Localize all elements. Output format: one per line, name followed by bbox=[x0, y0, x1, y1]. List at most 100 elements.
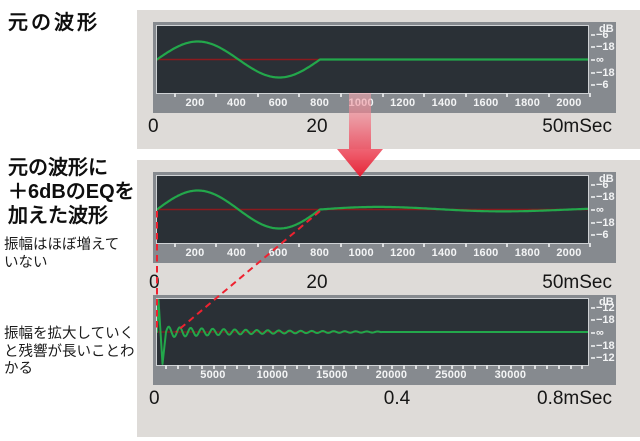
x-tick-mark bbox=[307, 365, 310, 369]
x-tick-mark bbox=[450, 365, 453, 369]
db-tick-label: ∞ bbox=[596, 54, 604, 66]
x-tick-mark bbox=[283, 365, 286, 369]
x-tick-mark bbox=[256, 243, 259, 247]
x-tick-mark bbox=[486, 365, 489, 369]
x-tick-mark bbox=[426, 365, 429, 369]
x-tick-mark bbox=[188, 365, 191, 369]
db-scale: dB −6 −18 ∞ −18 −6 bbox=[589, 172, 616, 243]
x-tick-mark bbox=[248, 365, 251, 369]
x-tick-mark bbox=[414, 365, 417, 369]
scope-zoomed: 5000 10000 15000 20000 25000 30000 dB −12 −18 ∞ −… bbox=[153, 295, 616, 385]
x-tick-mark bbox=[256, 93, 259, 97]
x-tick-band: 200 400 600 800 1000 1200 1400 1600 1800 2000 bbox=[153, 93, 616, 113]
db-tick-label: −6 bbox=[596, 179, 609, 191]
x-tick-mark bbox=[298, 93, 301, 97]
note-reverb: 振幅を拡大していく と残響が長いことわ かる bbox=[4, 326, 135, 379]
x-tick-mark bbox=[236, 365, 239, 369]
note-amplitude: 振幅はほぼ増えて いない bbox=[4, 237, 119, 272]
heading-original-waveform: 元の波形 bbox=[8, 12, 100, 34]
waveform-trace bbox=[157, 40, 588, 79]
x-tick-mark bbox=[569, 365, 572, 369]
db-tick-mark bbox=[591, 307, 595, 309]
x-tick-label: 200 bbox=[185, 97, 205, 109]
heading-eq-line2: ＋6dBのEQを bbox=[8, 181, 135, 203]
x-tick-label: 1800 bbox=[514, 97, 541, 109]
x-tick-label: 600 bbox=[268, 247, 288, 259]
db-tick-mark bbox=[591, 184, 595, 186]
x-tick-mark bbox=[200, 365, 203, 369]
x-tick-label: 1400 bbox=[431, 247, 457, 259]
waveform-plot-zoomed bbox=[156, 298, 589, 366]
db-tick-label: −12 bbox=[596, 302, 615, 314]
x-tick-label: 1200 bbox=[390, 97, 416, 109]
scope-original: 200 400 600 800 1000 1200 1400 1600 1800 2000 dB −… bbox=[153, 22, 616, 113]
db-tick-mark bbox=[591, 332, 595, 334]
x-tick-label: 5000 bbox=[200, 369, 226, 381]
x-tick-mark bbox=[298, 243, 301, 247]
scope-eq: 200 400 600 800 1000 1200 1400 1600 1800 2000 dB −… bbox=[153, 172, 616, 263]
x-tick-mark bbox=[381, 93, 384, 97]
db-tick-mark bbox=[591, 319, 595, 321]
db-tick-mark bbox=[591, 209, 595, 211]
x-tick-band: 5000 10000 15000 20000 25000 30000 bbox=[153, 365, 616, 385]
x-tick-label: 1200 bbox=[390, 247, 416, 259]
x-tick-mark bbox=[272, 365, 274, 369]
x-tick-mark bbox=[589, 93, 592, 97]
time-axis-row: 0 20 50mSec bbox=[137, 272, 640, 296]
x-tick-mark bbox=[381, 243, 384, 247]
db-tick-mark bbox=[591, 234, 595, 236]
x-tick-mark bbox=[557, 365, 560, 369]
x-tick-mark bbox=[506, 243, 509, 247]
x-tick-label: 20000 bbox=[375, 369, 408, 381]
waveform-plot-original bbox=[156, 25, 589, 94]
db-tick-mark bbox=[591, 222, 595, 224]
x-tick-mark bbox=[340, 243, 343, 247]
x-tick-mark bbox=[423, 93, 426, 97]
x-tick-mark bbox=[319, 365, 322, 369]
x-tick-mark bbox=[224, 365, 227, 369]
x-tick-mark bbox=[215, 243, 218, 247]
x-tick-mark bbox=[367, 365, 370, 369]
time-label-mid: 0.4 bbox=[383, 388, 411, 409]
waveform-plot-eq bbox=[156, 175, 589, 244]
x-tick-mark bbox=[521, 365, 524, 369]
waveform-trace bbox=[157, 189, 588, 230]
note-reverb-line2: と残響が長いことわ bbox=[4, 343, 135, 360]
x-tick-label: 1800 bbox=[514, 247, 541, 259]
x-tick-label: 2000 bbox=[556, 97, 582, 109]
x-tick-mark bbox=[331, 365, 334, 369]
eq-waveform-panel: 200 400 600 800 1000 1200 1400 1600 1800 2000 dB −… bbox=[137, 160, 640, 437]
heading-eq-waveform: 元の波形に ＋6dBのEQを 加えた波形 bbox=[8, 156, 135, 228]
time-label-end: 50mSec bbox=[542, 116, 612, 137]
x-tick-label: 1600 bbox=[473, 247, 499, 259]
db-scale: dB −6 −18 ∞ −18 −6 bbox=[589, 22, 616, 93]
db-tick-label: −6 bbox=[596, 229, 609, 241]
x-tick-label: 1400 bbox=[431, 97, 457, 109]
note-amplitude-line1: 振幅はほぼ増えて bbox=[4, 237, 120, 253]
note-reverb-line3: かる bbox=[4, 361, 33, 377]
x-tick-label: 800 bbox=[310, 97, 330, 109]
time-label-end: 0.8mSec bbox=[537, 388, 612, 409]
x-tick-label: 600 bbox=[268, 97, 288, 109]
db-tick-label: −18 bbox=[596, 41, 615, 53]
time-label-start: 0 bbox=[148, 116, 159, 137]
x-tick-mark bbox=[173, 93, 176, 97]
db-tick-label: −18 bbox=[596, 340, 615, 352]
x-tick-mark bbox=[545, 365, 548, 369]
x-tick-band: 200 400 600 800 1000 1200 1400 1600 1800 2000 bbox=[153, 243, 616, 263]
db-tick-mark bbox=[591, 34, 595, 36]
time-axis-row: 0 20 50mSec bbox=[137, 116, 640, 140]
db-tick-mark bbox=[591, 196, 595, 198]
db-tick-label: −18 bbox=[596, 191, 615, 203]
x-tick-mark bbox=[462, 365, 465, 369]
db-tick-mark bbox=[591, 357, 595, 359]
x-tick-mark bbox=[423, 243, 426, 247]
x-tick-mark bbox=[379, 365, 382, 369]
time-label-mid: 20 bbox=[306, 272, 328, 293]
db-tick-mark bbox=[591, 72, 595, 74]
db-tick-label: ∞ bbox=[596, 327, 604, 339]
time-axis-row: 0 0.4 0.8mSec bbox=[137, 388, 640, 412]
x-tick-label: 30000 bbox=[494, 369, 527, 381]
x-tick-mark bbox=[340, 93, 343, 97]
